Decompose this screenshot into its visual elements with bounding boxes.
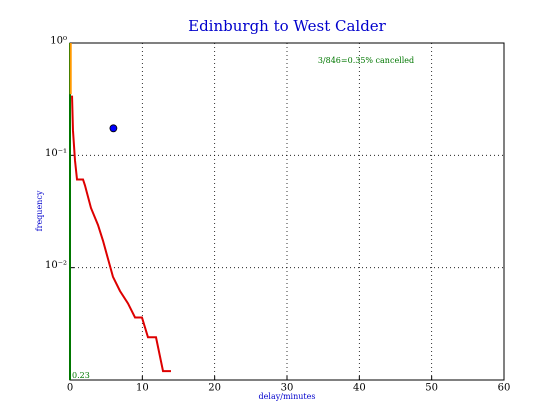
- x-tick-label: 60: [498, 383, 511, 394]
- point: [109, 124, 118, 133]
- x-tick-label: 30: [281, 383, 294, 394]
- x-tick-label: 0: [67, 383, 73, 394]
- y-tick-label: 10⁻¹: [45, 148, 67, 159]
- x-tick-label: 20: [208, 383, 221, 394]
- x-tick-label: 50: [425, 383, 438, 394]
- y-axis-label: frequency: [35, 190, 44, 231]
- x-tick-label: 10: [136, 383, 149, 394]
- x-axis-label: delay/minutes: [259, 392, 316, 401]
- annotation: 3/846=0.35% cancelled: [318, 56, 414, 65]
- chart-title: Edinburgh to West Calder: [188, 17, 387, 35]
- y-tick-label: 10⁰: [50, 36, 67, 47]
- x-tick-label: 40: [353, 383, 366, 394]
- line: [71, 95, 171, 373]
- y-tick-label: 10⁻²: [45, 260, 67, 271]
- annotation: 0.23: [72, 371, 90, 380]
